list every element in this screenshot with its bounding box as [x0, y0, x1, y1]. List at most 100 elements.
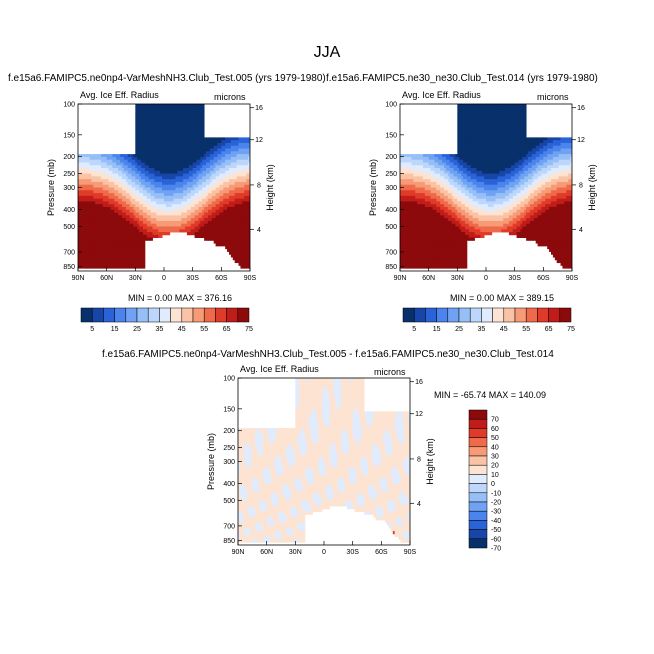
colorbar-swatch [514, 307, 527, 323]
x-tick-label: 0 [484, 275, 488, 282]
y-tick-label: 850 [385, 264, 397, 271]
colorbar-swatch [559, 307, 572, 323]
panel1-subtitle-left: Avg. Ice Eff. Radius [80, 90, 159, 100]
height-tick-label: 8 [257, 182, 261, 189]
colorbar-label: 35 [156, 326, 164, 333]
colorbar-label: 5 [412, 326, 416, 333]
colorbar-label: 20 [491, 463, 499, 470]
x-tick-label: 30N [451, 275, 464, 282]
colorbar-label: 75 [245, 326, 253, 333]
colorbar-swatch [468, 446, 488, 457]
colorbar-swatch [548, 307, 561, 323]
colorbar-swatch [468, 492, 488, 503]
height-tick-label: 8 [417, 456, 421, 463]
colorbar-label: 75 [567, 326, 575, 333]
panel2-subtitle-left: Avg. Ice Eff. Radius [402, 90, 481, 100]
colorbar-swatch [436, 307, 449, 323]
colorbar-swatch [468, 529, 488, 540]
y-tick-label: 250 [223, 445, 235, 452]
y-axis-label-right: Height (km) [425, 438, 435, 485]
colorbar-swatch [425, 307, 437, 323]
x-tick-label: 60N [422, 275, 435, 282]
panel2-title: f.e15a6.FAMIPC5.ne30_ne30.Club_Test.014 … [326, 73, 598, 84]
colorbar-swatch [468, 428, 488, 438]
panel3-title: f.e15a6.FAMIPC5.ne0np4-VarMeshNH3.Club_T… [102, 349, 554, 360]
x-tick-label: 30S [508, 275, 521, 282]
x-tick-label: 60S [215, 275, 228, 282]
colorbar-label: 55 [200, 326, 208, 333]
colorbar-label: 25 [455, 326, 463, 333]
y-tick-label: 150 [63, 132, 75, 139]
height-tick-label: 4 [579, 227, 583, 234]
colorbar-swatch [458, 307, 471, 323]
y-axis-label-right: Height (km) [265, 164, 275, 211]
colorbar-swatch [468, 464, 488, 475]
y-tick-label: 500 [385, 224, 397, 231]
colorbar-swatch [468, 501, 488, 512]
x-tick-label: 60S [375, 549, 388, 556]
y-tick-label: 300 [63, 185, 75, 192]
y-tick-label: 850 [63, 264, 75, 271]
colorbar-swatch [503, 307, 516, 323]
x-tick-label: 0 [162, 275, 166, 282]
colorbar-label: -40 [491, 518, 501, 525]
y-tick-label: 100 [385, 102, 397, 109]
x-tick-label: 30S [186, 275, 199, 282]
height-tick-label: 16 [415, 379, 423, 386]
colorbar-label: 65 [545, 326, 553, 333]
colorbar-swatch [192, 307, 205, 323]
colorbar-label: -10 [491, 490, 501, 497]
colorbar-swatch [481, 307, 493, 323]
y-tick-label: 100 [223, 376, 235, 383]
y-axis-label-right: Height (km) [587, 164, 597, 211]
panel3-field [238, 378, 410, 543]
colorbar-swatch [91, 307, 104, 323]
colorbar-swatch [447, 307, 460, 323]
y-tick-label: 200 [223, 428, 235, 435]
y-tick-label: 250 [63, 171, 75, 178]
colorbar-swatch [80, 307, 93, 323]
y-tick-label: 700 [63, 249, 75, 256]
height-tick-label: 12 [255, 137, 263, 144]
colorbar-swatch [203, 307, 216, 323]
colorbar-swatch [469, 307, 482, 323]
y-tick-label: 200 [385, 154, 397, 161]
y-tick-label: 300 [223, 459, 235, 466]
y-tick-label: 150 [385, 132, 397, 139]
colorbar-swatch [537, 307, 549, 323]
y-tick-label: 850 [223, 538, 235, 545]
colorbar-swatch [215, 307, 227, 323]
x-tick-label: 90N [72, 275, 85, 282]
y-tick-label: 700 [385, 249, 397, 256]
y-axis-label: Pressure (mb) [206, 433, 216, 490]
x-tick-label: 30N [289, 549, 302, 556]
y-tick-label: 400 [385, 207, 397, 214]
height-tick-label: 12 [577, 137, 585, 144]
colorbar-swatch [492, 307, 505, 323]
colorbar-swatch [468, 474, 488, 484]
height-tick-label: 4 [257, 227, 261, 234]
colorbar-label: 65 [223, 326, 231, 333]
y-tick-label: 400 [223, 481, 235, 488]
colorbar-label: 45 [178, 326, 186, 333]
colorbar-label: 45 [500, 326, 508, 333]
x-tick-label: 30S [346, 549, 359, 556]
panel2-field [400, 104, 572, 269]
colorbar-label: 25 [133, 326, 141, 333]
colorbar-label: 70 [491, 417, 499, 424]
colorbar-label: 10 [491, 472, 499, 479]
panel2-subtitle-right: microns [537, 92, 569, 102]
colorbar-swatch [103, 307, 115, 323]
colorbar-swatch [147, 307, 160, 323]
colorbar-swatch [114, 307, 127, 323]
panel1-title: f.e15a6.FAMIPC5.ne0np4-VarMeshNH3.Club_T… [8, 73, 326, 84]
x-tick-label: 90N [394, 275, 407, 282]
y-tick-label: 250 [385, 171, 397, 178]
y-tick-label: 700 [223, 523, 235, 530]
colorbar-swatch [468, 418, 488, 429]
colorbar-swatch [468, 510, 488, 521]
y-tick-label: 300 [385, 185, 397, 192]
colorbar-label: 0 [491, 481, 495, 488]
panel3-subtitle-left: Avg. Ice Eff. Radius [240, 364, 319, 374]
colorbar-label: 40 [491, 444, 499, 451]
